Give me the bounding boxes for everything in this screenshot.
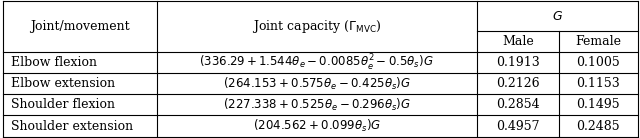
Text: Shoulder flexion: Shoulder flexion	[11, 98, 115, 111]
Text: Male: Male	[502, 35, 534, 48]
Text: 0.1495: 0.1495	[577, 98, 620, 111]
Text: $G$: $G$	[552, 10, 563, 23]
Text: 0.2854: 0.2854	[496, 98, 540, 111]
Text: $(204.562 + 0.099\theta_s)G$: $(204.562 + 0.099\theta_s)G$	[253, 118, 381, 134]
Text: 0.2126: 0.2126	[496, 77, 540, 90]
Text: 0.1153: 0.1153	[577, 77, 620, 90]
Text: Female: Female	[575, 35, 621, 48]
Text: Shoulder extension: Shoulder extension	[11, 120, 133, 133]
Text: Elbow extension: Elbow extension	[11, 77, 115, 90]
Text: 0.2485: 0.2485	[577, 120, 620, 133]
Text: Elbow flexion: Elbow flexion	[11, 56, 97, 69]
Text: $(264.153 + 0.575\theta_e - 0.425\theta_s)G$: $(264.153 + 0.575\theta_e - 0.425\theta_…	[223, 76, 411, 92]
Text: 0.1005: 0.1005	[577, 56, 620, 69]
Text: Joint/movement: Joint/movement	[30, 20, 130, 33]
Text: 0.1913: 0.1913	[496, 56, 540, 69]
Text: $(336.29 + 1.544\theta_e - 0.0085\theta_e^2 - 0.5\theta_s)G$: $(336.29 + 1.544\theta_e - 0.0085\theta_…	[200, 53, 434, 73]
Text: 0.4957: 0.4957	[496, 120, 540, 133]
Text: Joint capacity ($\Gamma_{\mathrm{MVC}}$): Joint capacity ($\Gamma_{\mathrm{MVC}}$)	[252, 18, 381, 35]
Text: $(227.338 + 0.525\theta_e - 0.296\theta_s)G$: $(227.338 + 0.525\theta_e - 0.296\theta_…	[223, 97, 411, 113]
